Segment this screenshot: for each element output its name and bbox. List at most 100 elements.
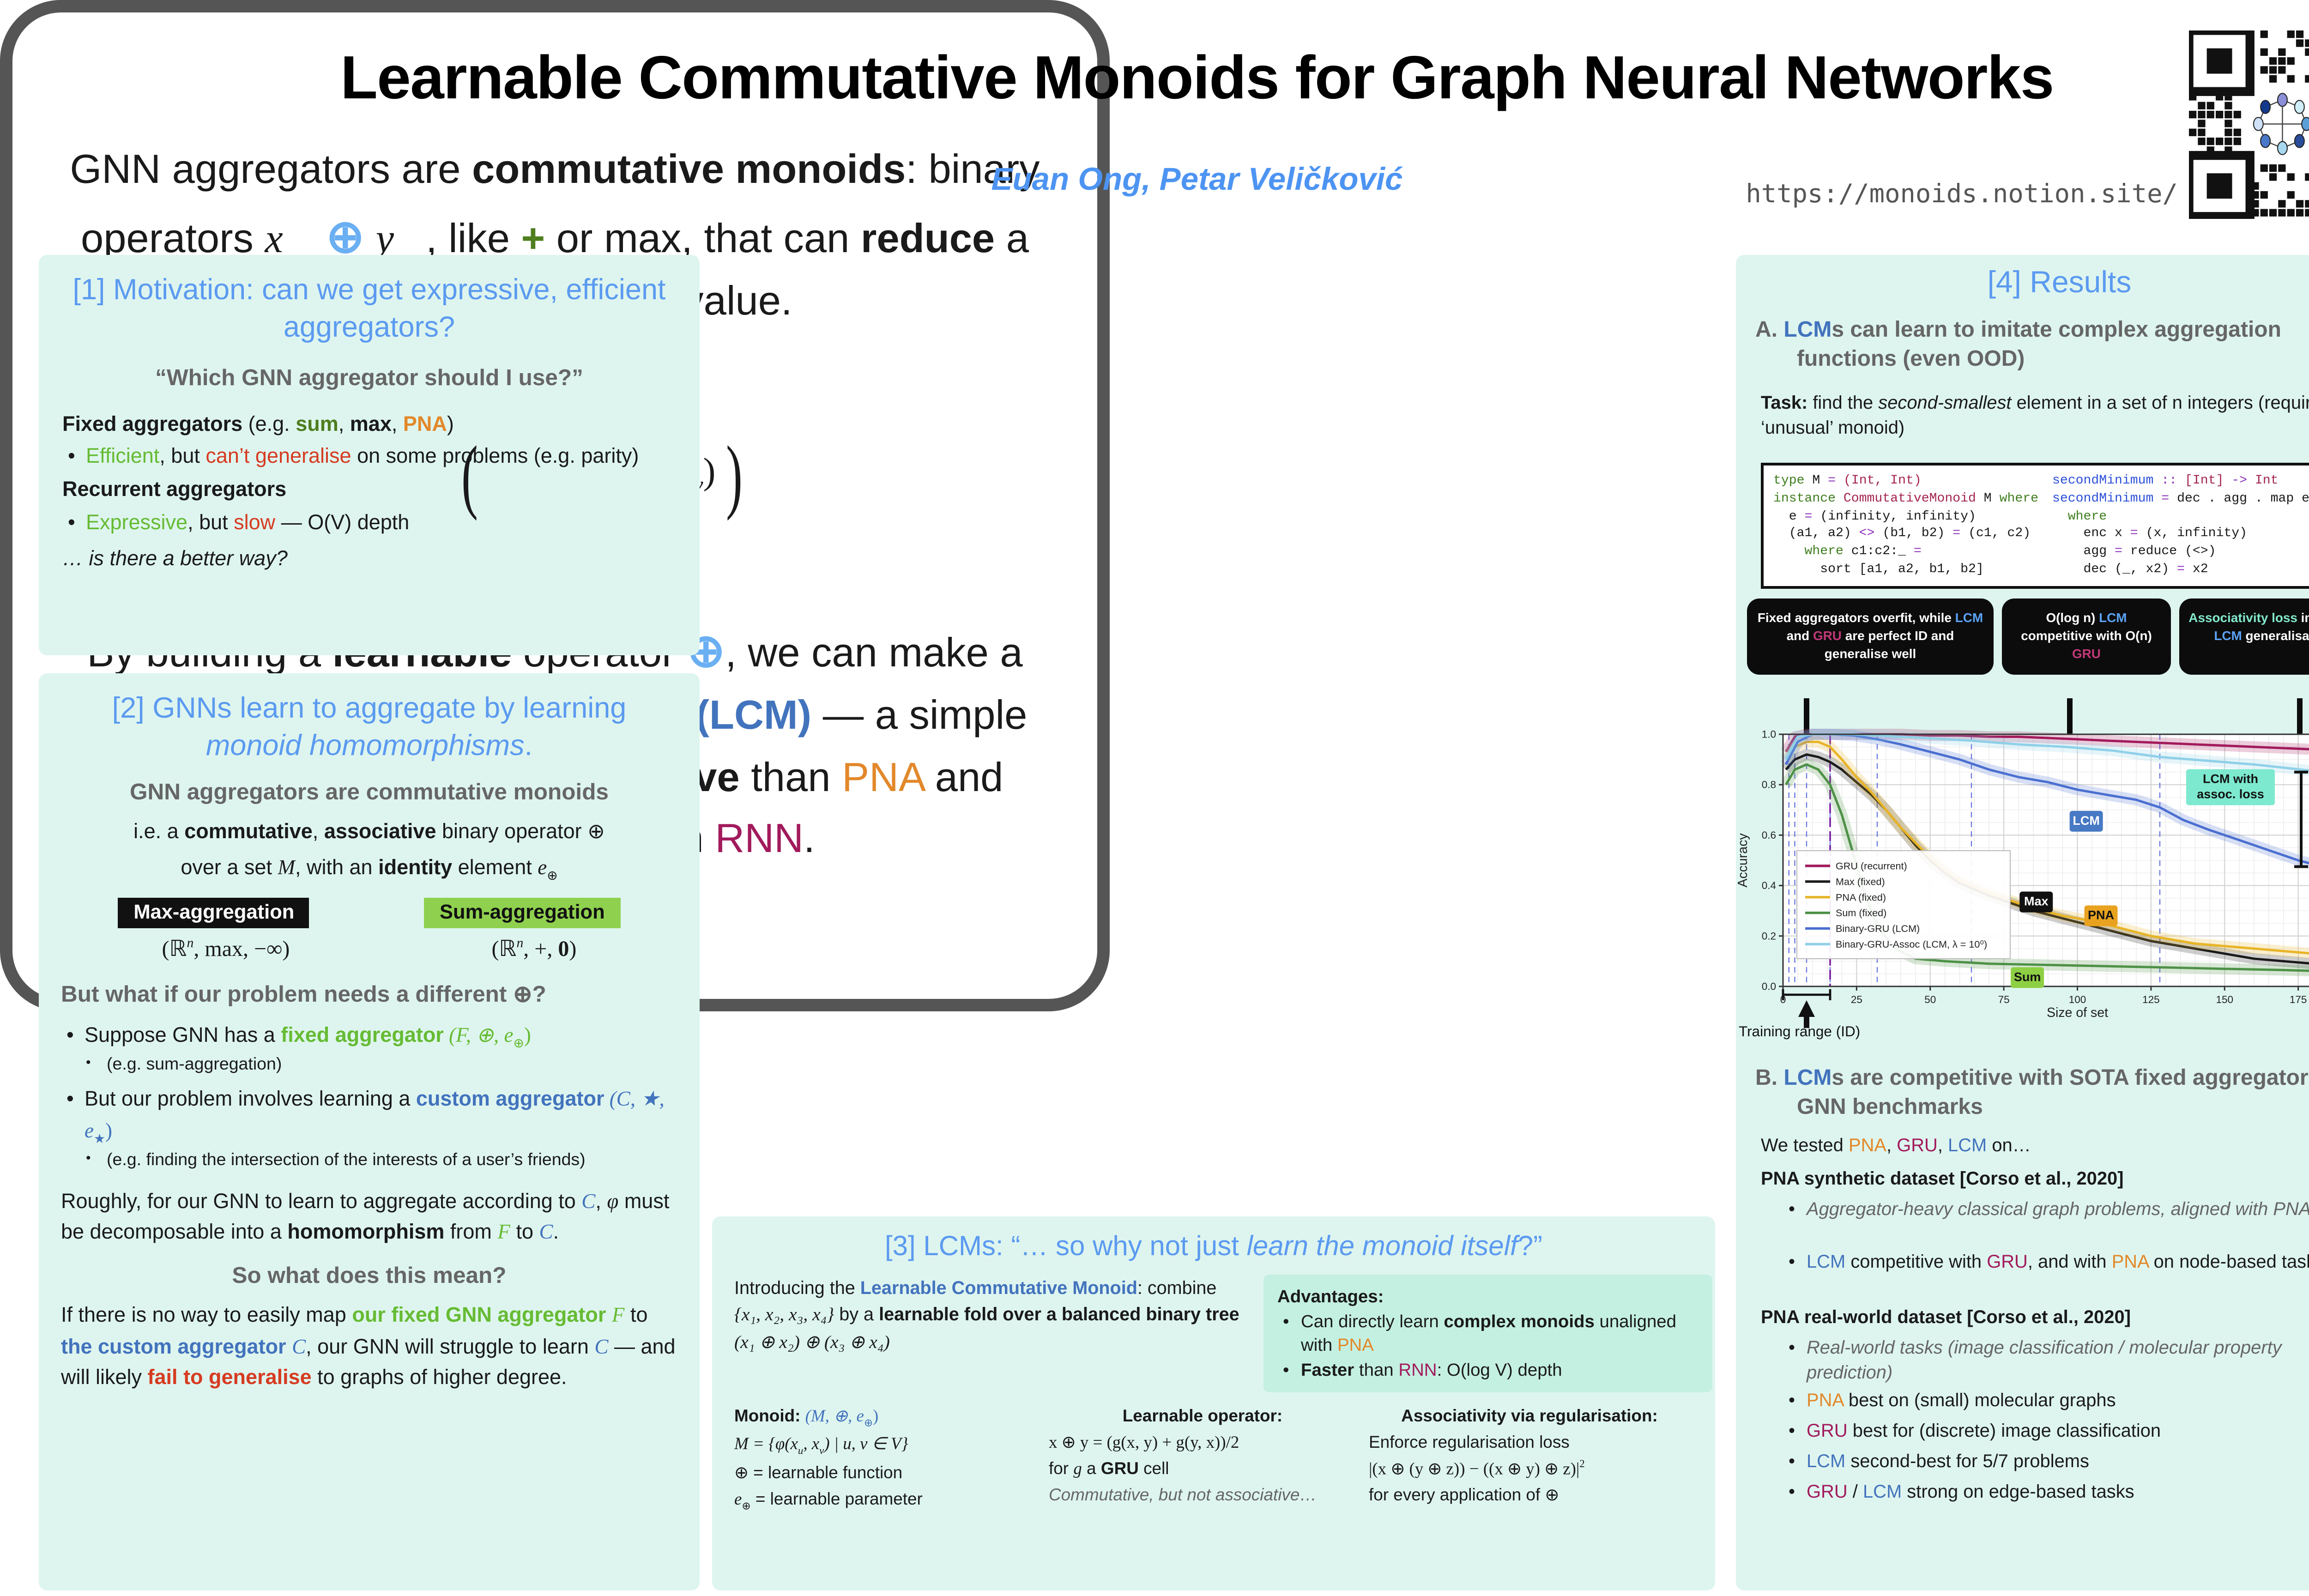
svg-text:0.8: 0.8 bbox=[1762, 779, 1776, 791]
callout-fixed-overfit: Fixed aggregators overfit, while LCM and… bbox=[1747, 598, 1994, 675]
realworld-bullet-2: PNA best on (small) molecular graphs bbox=[1783, 1388, 2309, 1413]
svg-text:1.0: 1.0 bbox=[1762, 729, 1776, 740]
commutative-note: Commutative, but not associative… bbox=[1049, 1486, 1317, 1505]
monoid-title: Monoid: (M, ⊕, e⊕) bbox=[734, 1406, 879, 1430]
svg-text:GRU (recurrent): GRU (recurrent) bbox=[1836, 860, 1907, 872]
section-motivation: [1] Motivation: can we get expressive, e… bbox=[39, 255, 700, 655]
generalise-paragraph: If there is no way to easily map our fix… bbox=[61, 1304, 676, 1390]
sum-aggregation-chip: Sum-aggregation bbox=[424, 898, 620, 929]
haskell-code-block: type M = (Int, Int) instance CommutativeM… bbox=[1761, 463, 2309, 589]
svg-text:125: 125 bbox=[2142, 994, 2160, 1005]
custom-aggregator-bullet: But our problem involves learning a cust… bbox=[61, 1085, 677, 1148]
recurrent-aggregators-line: Recurrent aggregators bbox=[62, 478, 287, 502]
svg-text:0.0: 0.0 bbox=[1762, 981, 1776, 992]
callout-log-n: O(log n) LCM competitive with O(n) GRU bbox=[2002, 598, 2171, 675]
svg-text:Size of set: Size of set bbox=[2047, 1005, 2108, 1020]
learnable-operator-column: Learnable operator: x ⊕ y = (g(x, y) + g… bbox=[1049, 1404, 1356, 1515]
associativity-column: Associativity via regularisation: Enforc… bbox=[1369, 1404, 1690, 1515]
svg-text:assoc. loss: assoc. loss bbox=[2197, 787, 2264, 801]
pna-realworld-heading: PNA real-world dataset [Corso et al., 20… bbox=[1761, 1306, 2131, 1327]
svg-text:Sum (fixed): Sum (fixed) bbox=[1836, 907, 1886, 919]
operator-formula: x ⊕ y = (g(x, y) + g(y, x))/2 bbox=[1049, 1433, 1239, 1452]
svg-text:25: 25 bbox=[1851, 994, 1862, 1005]
fixed-aggregator-example: (e.g. sum-aggregation) bbox=[61, 1053, 677, 1077]
s2-subhead-2: But what if our problem needs a differen… bbox=[61, 982, 546, 1008]
result-b-heading: B. LCMs are competitive with SOTA fixed … bbox=[1755, 1067, 2309, 1120]
chart-callouts: Fixed aggregators overfit, while LCM and… bbox=[1747, 598, 2309, 675]
realworld-bullet-3: GRU best for (discrete) image classifica… bbox=[1783, 1419, 2309, 1443]
svg-text:0.6: 0.6 bbox=[1762, 829, 1776, 841]
svg-text:PNA (fixed): PNA (fixed) bbox=[1836, 891, 1886, 903]
svg-text:Binary-GRU-Assoc (LCM, λ = 10⁰: Binary-GRU-Assoc (LCM, λ = 10⁰) bbox=[1836, 938, 1987, 950]
section-3-title: [3] LCMs: “… so why not just learn the m… bbox=[884, 1232, 1542, 1262]
max-aggregation-chip: Max-aggregation bbox=[118, 898, 310, 929]
sum-monoid-formula: (ℝn, +, 0) bbox=[491, 936, 577, 962]
oplus-learnable-function: ⊕ = learnable function bbox=[734, 1463, 903, 1482]
fixed-aggregators-bullet: Efficient, but can’t generalise on some … bbox=[62, 442, 676, 472]
svg-text:100: 100 bbox=[2069, 994, 2086, 1005]
every-application-line: for every application of ⊕ bbox=[1369, 1486, 1559, 1505]
monoid-definition-column: Monoid: (M, ⊕, e⊕) M = {φ(xu, xv) | u, v… bbox=[734, 1404, 1036, 1515]
realworld-bullet-1: Real-world tasks (image classification /… bbox=[1783, 1336, 2309, 1384]
motivation-quote: “Which GNN aggregator should I use?” bbox=[155, 365, 583, 391]
advantages-bullet-1: Can directly learn complex monoids unali… bbox=[1277, 1309, 1699, 1358]
lcm-intro: Introducing the Learnable Commutative Mo… bbox=[734, 1276, 1239, 1353]
site-url: https://monoids.notion.site/ bbox=[1746, 180, 2178, 209]
svg-text:Training range (ID): Training range (ID) bbox=[1739, 1023, 1860, 1040]
realworld-bullet-5: GRU / LCM strong on edge-based tasks bbox=[1783, 1480, 2309, 1504]
recurrent-aggregators-bullet: Expressive, but slow — O(V) depth bbox=[62, 508, 676, 538]
poster-title: Learnable Commutative Monoids for Graph … bbox=[340, 44, 2054, 112]
advantages-box: Advantages: Can directly learn complex m… bbox=[1263, 1274, 1712, 1393]
code-left-column: type M = (Int, Int) instance CommutativeM… bbox=[1773, 472, 2038, 576]
fixed-aggregators-line: Fixed aggregators (e.g. sum, max, PNA) bbox=[62, 412, 454, 436]
regularisation-line: Enforce regularisation loss bbox=[1369, 1433, 1570, 1452]
svg-text:LCM: LCM bbox=[2073, 814, 2099, 828]
svg-text:PNA: PNA bbox=[2088, 908, 2114, 922]
regularisation-formula: |(x ⊕ (y ⊕ z)) − ((x ⊕ y) ⊕ z)|2 bbox=[1369, 1457, 1585, 1479]
s2-subhead-1: GNN aggregators are commutative monoids bbox=[129, 780, 609, 805]
poster-authors: Euan Ong, Petar Veličković bbox=[991, 161, 1403, 197]
we-tested-line: We tested PNA, GRU, LCM on… bbox=[1761, 1135, 2031, 1155]
qr-code bbox=[2189, 30, 2309, 219]
identity-learnable-parameter: e⊕ = learnable parameter bbox=[734, 1489, 923, 1512]
pna-synthetic-heading: PNA synthetic dataset [Corso et al., 202… bbox=[1761, 1168, 2124, 1189]
s2-line-1: i.e. a commutative, associative binary o… bbox=[133, 820, 605, 844]
homomorphism-paragraph: Roughly, for our GNN to learn to aggrega… bbox=[61, 1189, 670, 1244]
max-monoid-formula: (ℝn, max, −∞) bbox=[162, 936, 290, 962]
section-results: [4] Results A. LCMs can learn to imitate… bbox=[1735, 255, 2309, 1590]
associativity-title: Associativity via regularisation: bbox=[1401, 1406, 1658, 1426]
callout-assoc-loss: Associativity loss improves LCM generali… bbox=[2179, 598, 2309, 675]
svg-text:75: 75 bbox=[1998, 994, 2010, 1005]
task-line: Task: find the second-smallest element i… bbox=[1761, 392, 2309, 437]
svg-text:Max (fixed): Max (fixed) bbox=[1836, 876, 1885, 887]
code-right-column: secondMinimum :: [Int] -> Int secondMinim… bbox=[2052, 472, 2309, 576]
section-monoid-homomorphisms: [2] GNNs learn to aggregate by learning … bbox=[39, 673, 700, 1590]
advantages-title: Advantages: bbox=[1277, 1285, 1384, 1306]
accuracy-chart: 02550751001251501752000.00.20.40.60.81.0… bbox=[1735, 729, 2309, 1040]
svg-text:0.4: 0.4 bbox=[1762, 880, 1776, 891]
section-2-title: [2] GNNs learn to aggregate by learning … bbox=[112, 693, 627, 762]
section-1-title: [1] Motivation: can we get expressive, e… bbox=[73, 274, 666, 344]
better-way-line: … is there a better way? bbox=[62, 547, 288, 571]
learnable-operator-title: Learnable operator: bbox=[1122, 1406, 1283, 1426]
synthetic-bullet-1: Aggregator-heavy classical graph problem… bbox=[1783, 1197, 2309, 1221]
synthetic-bullet-2: LCM competitive with GRU, and with PNA o… bbox=[1783, 1250, 2309, 1274]
s2-subhead-3: So what does this mean? bbox=[232, 1264, 507, 1289]
svg-text:Binary-GRU (LCM): Binary-GRU (LCM) bbox=[1836, 923, 1920, 934]
svg-text:Sum: Sum bbox=[2014, 970, 2041, 984]
section-4-title: [4] Results bbox=[1987, 265, 2132, 299]
result-a-heading: A. LCMs can learn to imitate complex agg… bbox=[1755, 319, 2281, 372]
formula-lparen: ( bbox=[460, 429, 478, 520]
fixed-aggregator-bullet: Suppose GNN has a fixed aggregator (F, ⊕… bbox=[61, 1022, 677, 1054]
svg-text:175: 175 bbox=[2290, 994, 2307, 1005]
svg-text:150: 150 bbox=[2216, 994, 2233, 1005]
svg-text:Max: Max bbox=[2024, 895, 2049, 908]
gru-cell-line: for g a GRU cell bbox=[1049, 1459, 1169, 1479]
svg-text:Accuracy: Accuracy bbox=[1735, 833, 1750, 888]
svg-text:LCM with: LCM with bbox=[2203, 772, 2258, 786]
svg-text:50: 50 bbox=[1924, 994, 1936, 1005]
monoid-set-formula: M = {φ(xu, xv) | u, v ∈ V} bbox=[734, 1434, 908, 1457]
formula-rparen: ) bbox=[725, 429, 742, 520]
advantages-bullet-2: Faster than RNN: O(log V) depth bbox=[1277, 1358, 1699, 1383]
